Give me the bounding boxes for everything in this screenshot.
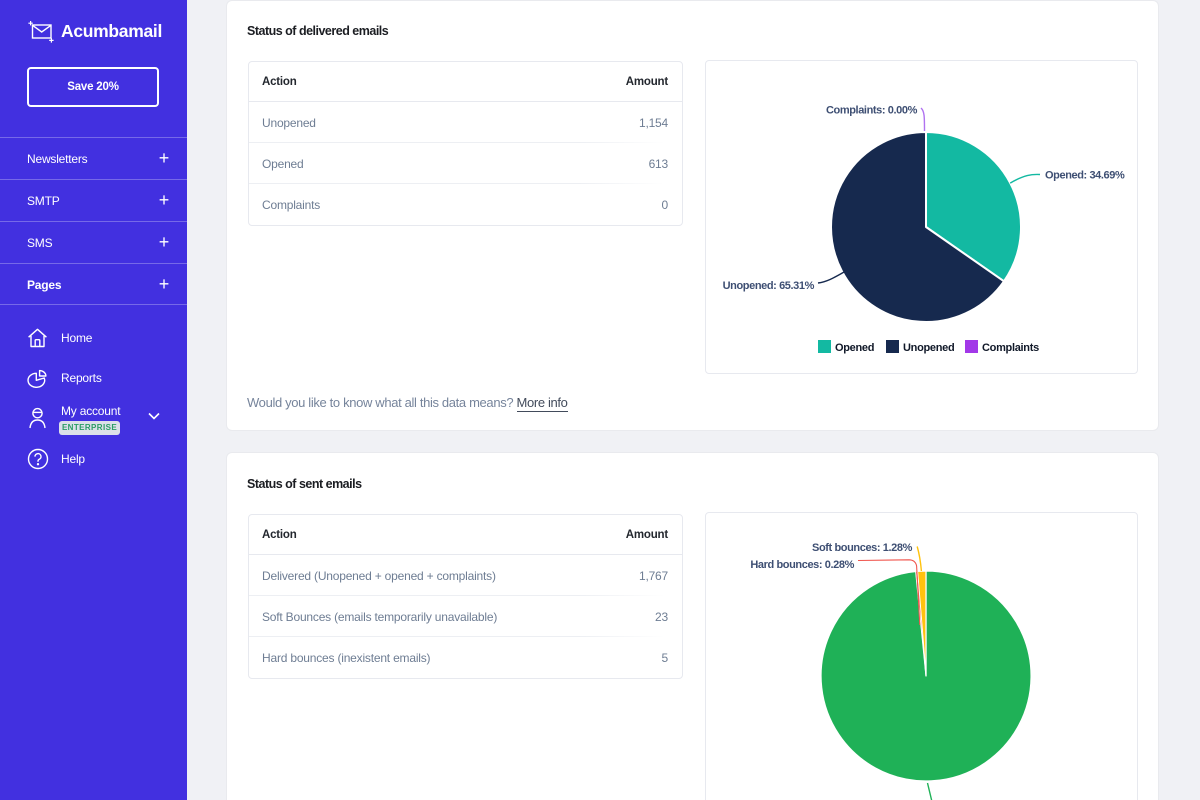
svg-text:Unopened: 65.31%: Unopened: 65.31% (723, 280, 815, 292)
svg-text:Complaints: Complaints (982, 342, 1039, 354)
svg-text:Hard bounces: 0.28%: Hard bounces: 0.28% (750, 559, 854, 571)
svg-text:Opened: 34.69%: Opened: 34.69% (1045, 170, 1125, 182)
svg-text:Complaints: 0.00%: Complaints: 0.00% (826, 105, 918, 117)
svg-text:Opened: Opened (835, 342, 874, 354)
svg-text:Soft bounces: 1.28%: Soft bounces: 1.28% (812, 542, 913, 554)
svg-text:Unopened: Unopened (903, 342, 954, 354)
